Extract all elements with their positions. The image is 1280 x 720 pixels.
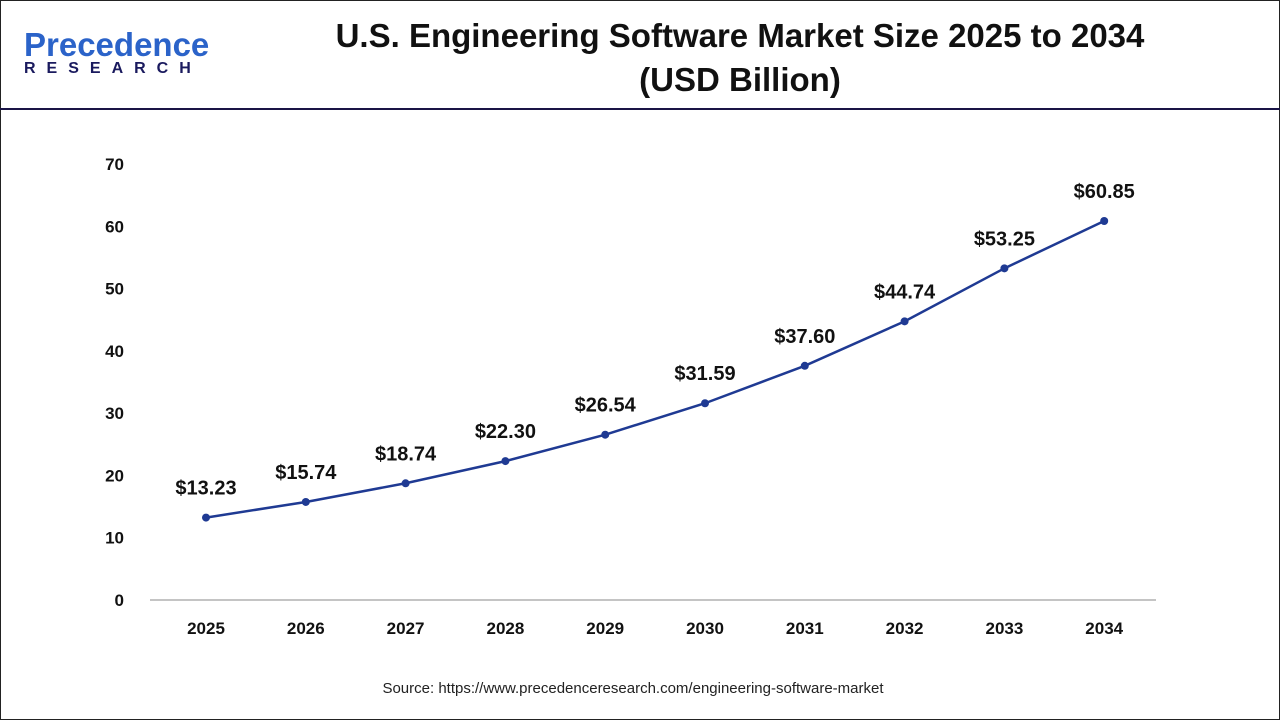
data-point xyxy=(501,457,510,466)
data-point xyxy=(1000,264,1009,273)
data-label: $13.23 xyxy=(175,478,236,500)
data-label: $53.25 xyxy=(974,228,1035,250)
data-label: $60.85 xyxy=(1074,181,1135,203)
data-label: $31.59 xyxy=(674,363,735,385)
title-line-2: (USD Billion) xyxy=(639,61,841,98)
x-tick-label: 2033 xyxy=(985,619,1023,638)
x-tick-label: 2031 xyxy=(786,619,824,638)
precedence-research-logo: Precedence RESEARCH xyxy=(24,28,209,78)
data-point xyxy=(301,497,310,506)
data-point xyxy=(202,513,210,522)
y-tick-label: 10 xyxy=(105,529,124,548)
header: Precedence RESEARCH U.S. Engineering Sof… xyxy=(0,0,1280,110)
logo-subtitle: RESEARCH xyxy=(24,60,202,77)
y-tick-label: 40 xyxy=(105,342,124,361)
x-tick-label: 2029 xyxy=(586,619,624,638)
data-label: $44.74 xyxy=(874,281,936,303)
x-tick-label: 2030 xyxy=(686,619,724,638)
x-tick-label: 2032 xyxy=(886,619,924,638)
y-tick-label: 0 xyxy=(115,591,124,610)
logo-wordmark: Precedence xyxy=(24,26,210,63)
y-tick-label: 50 xyxy=(105,280,124,299)
source-note: Source: https://www.precedenceresearch.c… xyxy=(382,680,884,697)
data-label: $15.74 xyxy=(275,462,337,484)
data-label: $26.54 xyxy=(575,395,637,417)
y-tick-label: 30 xyxy=(105,404,124,423)
data-point xyxy=(701,399,709,408)
data-label: $37.60 xyxy=(774,326,835,348)
title-line-1: U.S. Engineering Software Market Size 20… xyxy=(335,17,1145,54)
data-label: $22.30 xyxy=(475,421,536,443)
data-point xyxy=(800,361,809,370)
data-point xyxy=(900,317,909,326)
data-point xyxy=(1100,216,1109,225)
chart-title: U.S. Engineering Software Market Size 20… xyxy=(240,14,1240,102)
data-point xyxy=(401,479,410,488)
y-tick-label: 60 xyxy=(105,217,124,236)
x-tick-label: 2028 xyxy=(486,619,524,638)
y-tick-label: 20 xyxy=(105,466,124,485)
x-tick-label: 2034 xyxy=(1085,619,1123,638)
x-tick-label: 2027 xyxy=(387,619,425,638)
series-line xyxy=(205,219,1105,519)
x-tick-label: 2025 xyxy=(187,619,225,638)
y-tick-label: 70 xyxy=(105,155,124,174)
x-tick-label: 2026 xyxy=(287,619,325,638)
data-point xyxy=(601,430,610,439)
data-label: $18.74 xyxy=(375,443,437,465)
